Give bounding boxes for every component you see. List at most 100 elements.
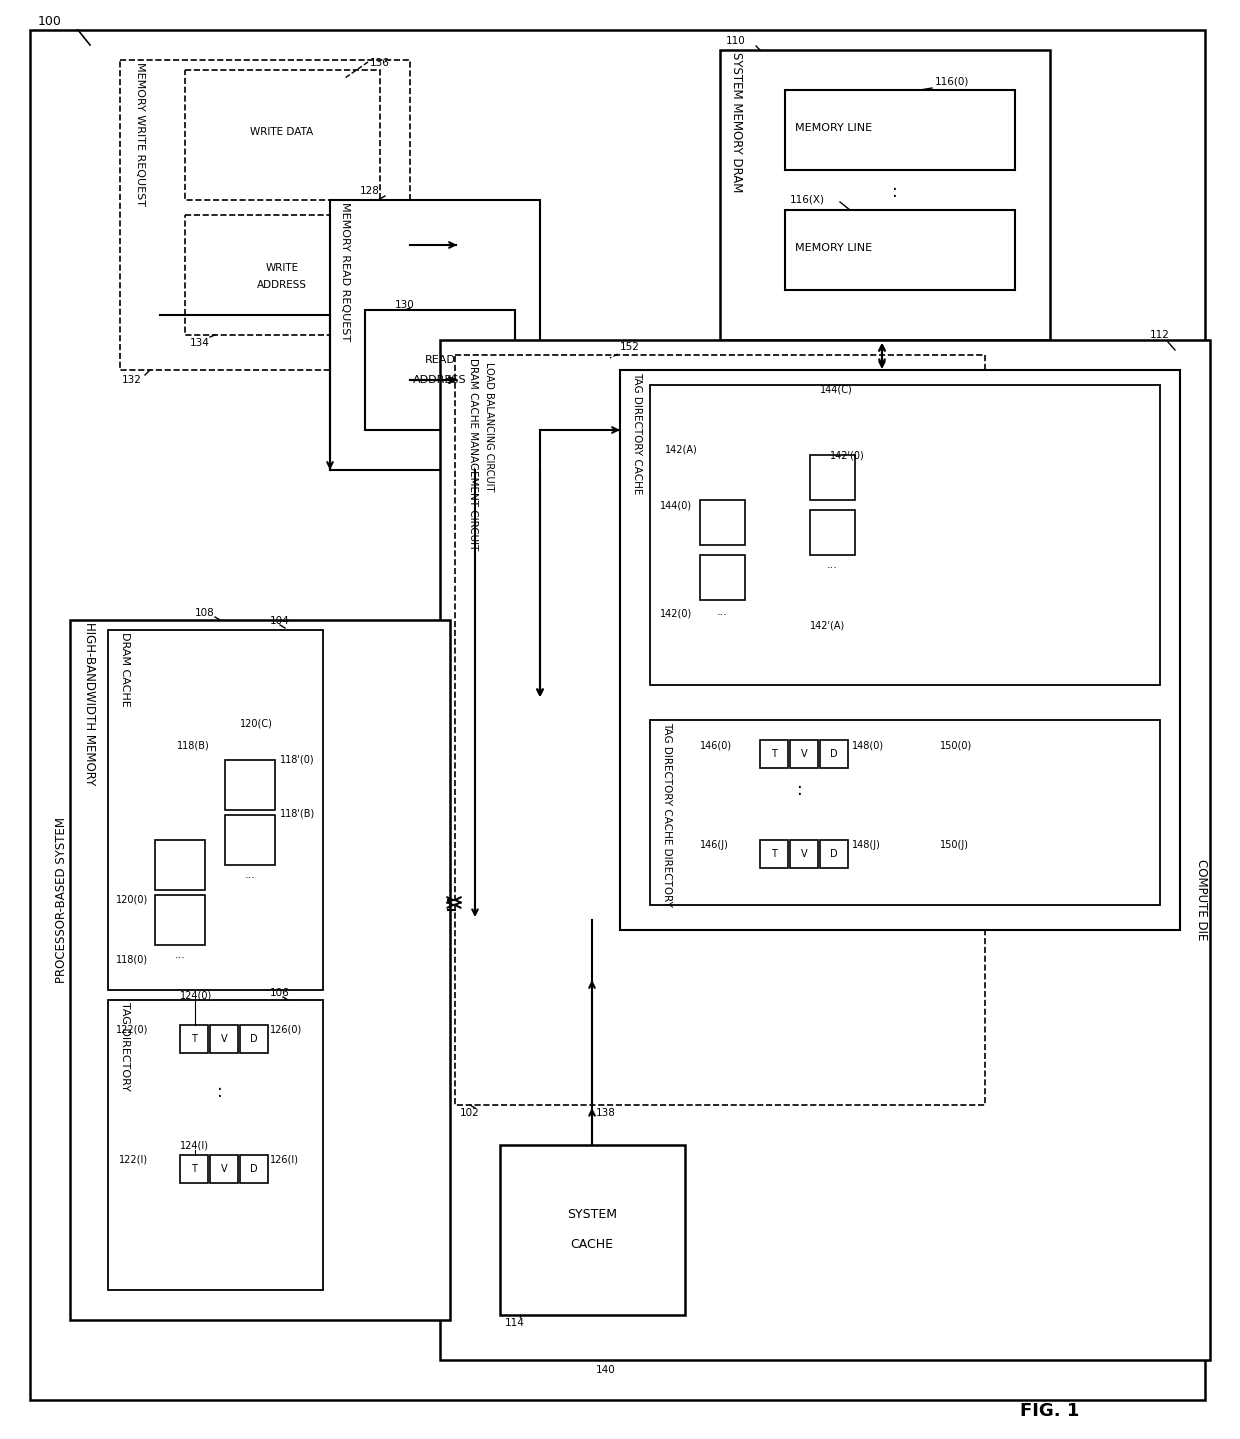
Text: 120(C): 120(C) [241,718,273,728]
Text: 126(0): 126(0) [270,1025,303,1035]
Text: 118'(0): 118'(0) [280,755,315,766]
Text: FIG. 1: FIG. 1 [1021,1402,1080,1420]
Text: 122(0): 122(0) [115,1025,148,1035]
Text: 128: 128 [360,186,379,196]
Text: V: V [221,1035,227,1045]
Text: COMPUTE DIE: COMPUTE DIE [1195,859,1208,941]
Text: 142'(0): 142'(0) [830,450,864,460]
Bar [241,1025,268,1053]
Text: :: : [797,781,802,799]
Text: ...: ... [244,871,255,881]
Text: READ: READ [424,355,455,366]
Text: 118'(B): 118'(B) [280,809,315,817]
Bar [760,740,787,768]
Bar [180,1025,208,1053]
Bar [810,455,856,499]
Text: 140: 140 [596,1366,616,1376]
Bar [224,814,275,865]
Text: 120(0): 120(0) [115,895,148,905]
Bar [500,1145,684,1315]
Bar [701,555,745,600]
Text: D: D [831,849,838,859]
Text: T: T [191,1164,197,1174]
Bar [810,509,856,555]
Text: 124(0): 124(0) [180,990,212,1000]
Text: SYSTEM: SYSTEM [567,1209,618,1222]
Text: CACHE: CACHE [570,1239,614,1252]
Text: 144(C): 144(C) [820,386,853,394]
Text: MEMORY LINE: MEMORY LINE [795,122,872,132]
Text: 116(X): 116(X) [790,194,825,204]
Text: 118(B): 118(B) [177,740,210,750]
Text: ...: ... [717,607,728,617]
Bar [790,740,818,768]
Text: 134: 134 [190,338,210,348]
Text: 116(0): 116(0) [935,76,970,86]
Text: 126(I): 126(I) [270,1156,299,1166]
Text: 104: 104 [270,616,290,626]
Text: D: D [831,750,838,758]
Text: 102: 102 [460,1108,480,1118]
Bar [785,210,1016,291]
Text: 146(J): 146(J) [701,840,729,850]
Text: WRITE: WRITE [265,263,299,273]
Bar [455,355,985,1105]
Text: MEMORY READ REQUEST: MEMORY READ REQUEST [340,201,350,341]
Bar [180,1156,208,1183]
Text: 132: 132 [122,376,141,386]
Bar [440,340,1210,1360]
Bar [701,499,745,545]
Text: 142(0): 142(0) [660,609,692,617]
Bar [210,1156,238,1183]
Text: 106: 106 [270,989,290,999]
Bar [185,71,379,200]
Text: MEMORY WRITE REQUEST: MEMORY WRITE REQUEST [135,62,145,206]
Text: T: T [191,1035,197,1045]
Bar [820,740,848,768]
Text: SYSTEM MEMORY DRAM: SYSTEM MEMORY DRAM [730,52,743,193]
Text: 110: 110 [725,36,745,46]
Text: ADDRESS: ADDRESS [257,281,308,291]
Text: 142'(A): 142'(A) [810,620,846,630]
Text: 150(0): 150(0) [940,740,972,750]
Text: ADDRESS: ADDRESS [413,376,466,386]
Text: PROCESSOR-BASED SYSTEM: PROCESSOR-BASED SYSTEM [55,817,68,983]
Text: V: V [801,849,807,859]
Bar [210,1025,238,1053]
Text: 136: 136 [370,58,389,68]
Bar [120,60,410,370]
Text: 148(0): 148(0) [852,740,884,750]
Text: T: T [771,750,777,758]
Text: V: V [801,750,807,758]
Text: :: : [217,1084,223,1101]
Text: 114: 114 [505,1318,525,1328]
Text: MEMORY LINE: MEMORY LINE [795,243,872,253]
Text: 108: 108 [195,609,215,617]
Text: 122(I): 122(I) [119,1156,148,1166]
Bar [720,50,1050,340]
Bar [620,370,1180,930]
Text: TAG DIRECTORY CACHE: TAG DIRECTORY CACHE [632,373,642,495]
Text: DRAM CACHE: DRAM CACHE [120,632,130,707]
Text: WRITE DATA: WRITE DATA [250,127,314,137]
Text: 112: 112 [1151,330,1171,340]
Bar [155,840,205,889]
Bar [108,630,322,990]
Text: LOAD BALANCING CIRCUIT: LOAD BALANCING CIRCUIT [484,363,494,491]
Text: D: D [250,1164,258,1174]
Bar [785,91,1016,170]
Bar [820,840,848,868]
Bar [185,214,379,335]
Text: ...: ... [175,950,186,960]
Bar [650,386,1159,685]
Bar [108,1000,322,1289]
Text: 100: 100 [38,14,62,27]
Text: 130: 130 [396,299,414,309]
Text: DRAM CACHE MANAGEMENT CIRCUIT: DRAM CACHE MANAGEMENT CIRCUIT [467,358,477,550]
Bar [760,840,787,868]
Text: T: T [771,849,777,859]
Text: 146(0): 146(0) [701,740,732,750]
Text: 148(J): 148(J) [852,840,880,850]
Text: D: D [250,1035,258,1045]
Text: 124(I): 124(I) [180,1140,210,1150]
